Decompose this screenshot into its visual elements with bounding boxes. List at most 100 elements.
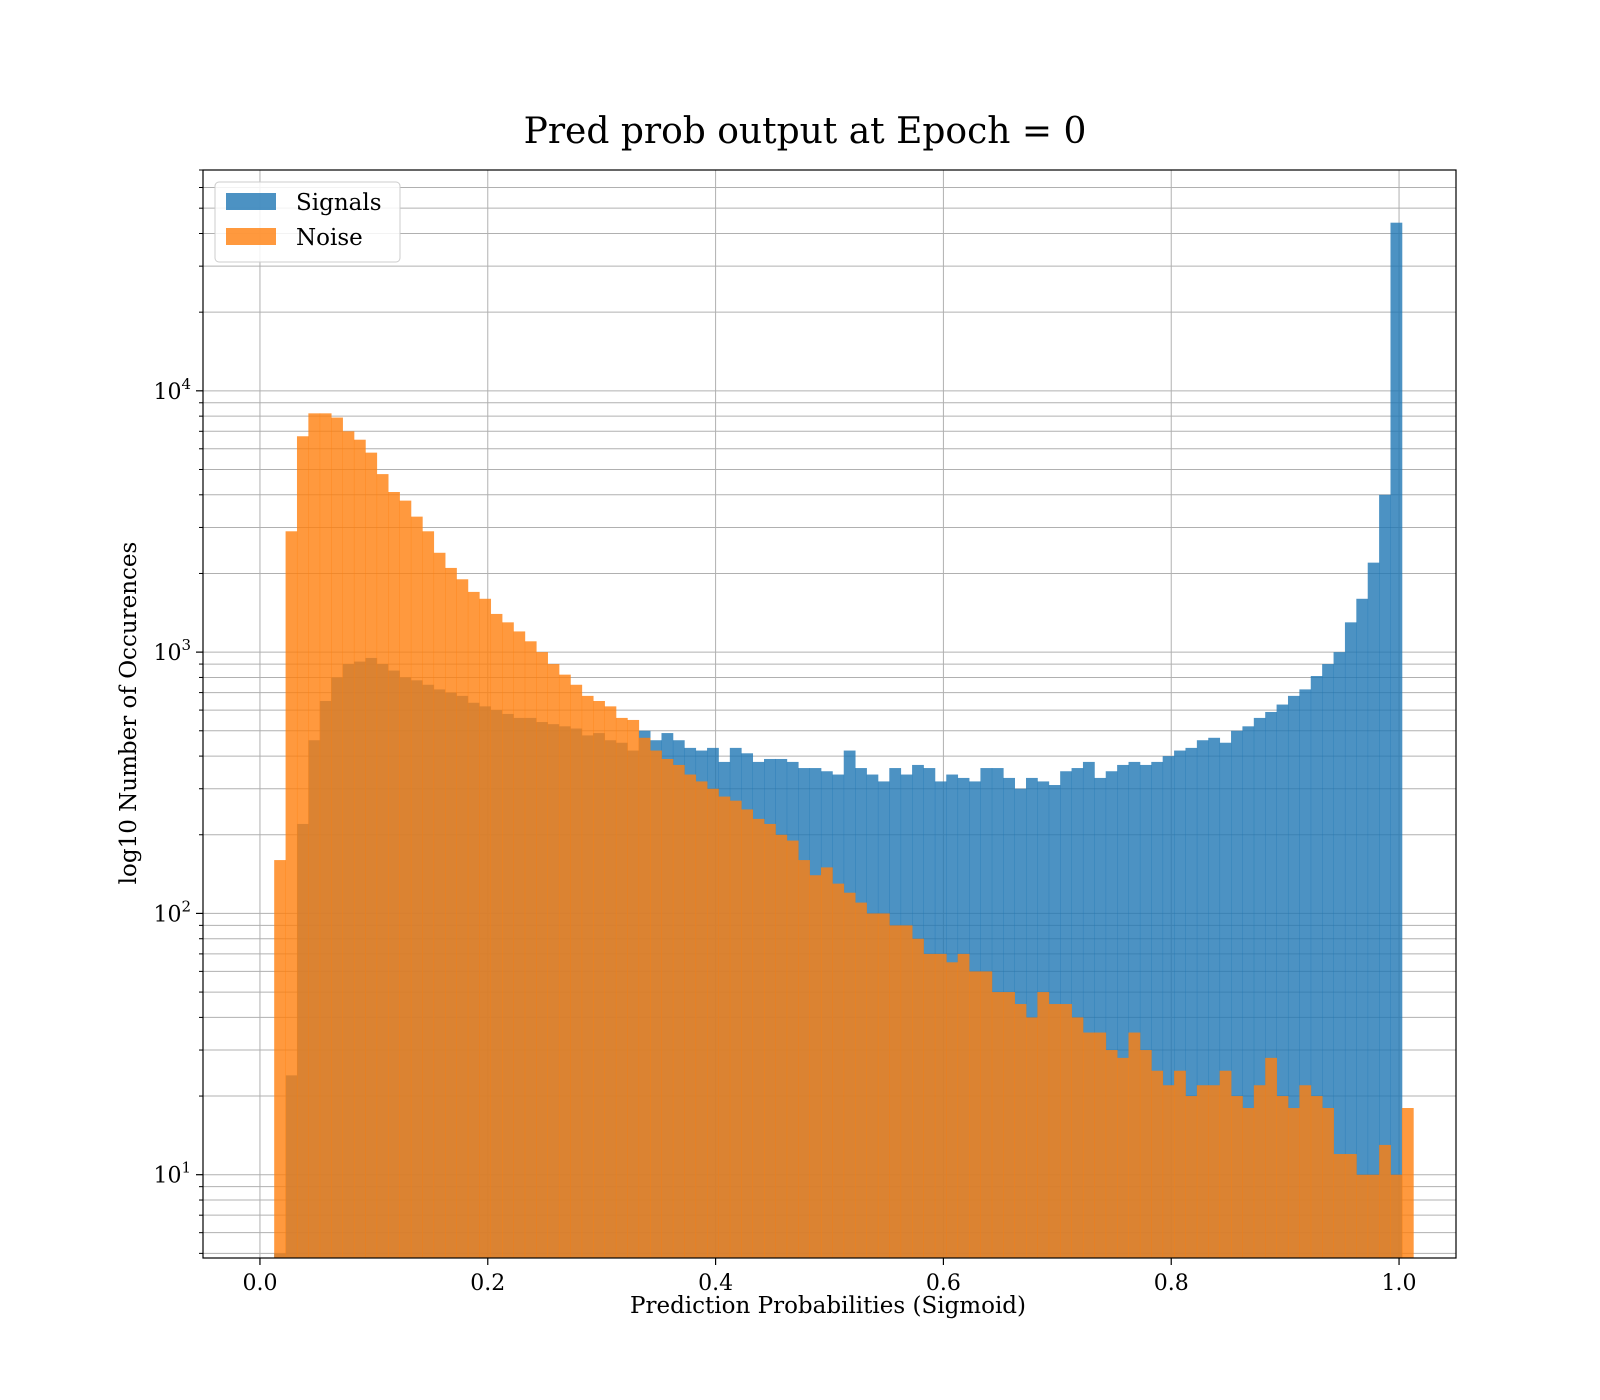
bar-noise [399, 500, 412, 1259]
bar-noise [1310, 1096, 1323, 1258]
x-tick-label: 0.4 [698, 1271, 733, 1296]
y-tick-label: 104 [153, 375, 191, 405]
bar-noise [912, 938, 924, 1258]
bar-noise [479, 598, 492, 1258]
bar-noise [798, 860, 810, 1258]
bar-noise [1390, 1174, 1403, 1258]
x-tick-label: 0.8 [1154, 1271, 1189, 1296]
bar-noise [1265, 1057, 1277, 1258]
bar-noise [1139, 1050, 1152, 1258]
bar-noise [1082, 1032, 1095, 1258]
bar-noise [900, 925, 913, 1258]
legend-label-noise: Noise [296, 225, 363, 251]
chart-title: Pred prob output at Epoch = 0 [524, 111, 1087, 152]
bar-noise [570, 684, 583, 1258]
bar-noise [1014, 1004, 1027, 1258]
bar-noise [1196, 1085, 1209, 1258]
bar-noise [1276, 1096, 1289, 1258]
bar-signals [1287, 695, 1300, 1258]
bar-noise [524, 641, 537, 1258]
bar-noise [1151, 1070, 1164, 1258]
bar-noise [1060, 1004, 1072, 1258]
bar-noise [672, 764, 685, 1258]
bar-noise [889, 925, 902, 1258]
bar-noise [1185, 1096, 1198, 1258]
bar-noise [923, 953, 936, 1258]
bar-noise [274, 860, 286, 1258]
bar-noise [661, 758, 674, 1258]
bars-layer [274, 222, 1414, 1259]
bar-noise [513, 631, 526, 1258]
bar-noise [319, 413, 332, 1258]
bar-signals [1219, 742, 1232, 1258]
bar-noise [593, 701, 605, 1258]
bar-noise [707, 788, 719, 1258]
bar-signals [1139, 764, 1152, 1258]
bar-noise [388, 491, 400, 1258]
bar-noise [536, 652, 548, 1258]
bar-noise [1071, 1017, 1084, 1258]
x-tick-label: 0.0 [242, 1271, 277, 1296]
bar-signals [1185, 747, 1198, 1258]
bar-noise [353, 439, 366, 1258]
bar-noise [547, 664, 560, 1258]
bar-noise [433, 552, 446, 1258]
bar-noise [1379, 1144, 1391, 1258]
bar-signals [1196, 740, 1209, 1258]
bar-noise [365, 452, 378, 1258]
bar-noise [490, 613, 503, 1258]
bar-signals [1117, 764, 1129, 1258]
series-noise [274, 413, 1414, 1259]
y-tick-label: 103 [153, 636, 191, 666]
bar-noise [331, 417, 343, 1258]
bar-noise [855, 902, 867, 1258]
bar-noise [1117, 1057, 1129, 1258]
legend-label-signals: Signals [296, 190, 382, 216]
bar-noise [775, 834, 788, 1258]
bar-noise [832, 883, 845, 1258]
bar-signals [1071, 768, 1084, 1258]
bar-noise [615, 717, 628, 1258]
bar-signals [1344, 622, 1357, 1258]
bar-noise [1174, 1070, 1186, 1258]
bar-noise [684, 774, 697, 1258]
bar-noise [718, 796, 731, 1258]
bar-noise [650, 750, 662, 1258]
axes-layer: 0.0 0.2 0.4 0.6 0.8 1.0 101 102 103 104 [153, 169, 1457, 1296]
bar-noise [946, 962, 959, 1258]
bar-noise [1048, 1004, 1061, 1258]
bar-noise [638, 737, 651, 1258]
y-tick-label: 101 [153, 1159, 191, 1189]
bar-signals [1208, 737, 1221, 1258]
bar-noise [627, 719, 640, 1258]
bar-signals [1231, 730, 1243, 1258]
bar-signals [1128, 761, 1141, 1258]
bar-noise [877, 913, 890, 1258]
bar-signals [1174, 750, 1186, 1258]
y-tick-label: 102 [153, 897, 191, 927]
bar-noise [1025, 1017, 1038, 1258]
bar-signals [1299, 689, 1312, 1258]
bar-noise [1356, 1174, 1369, 1258]
bar-noise [1401, 1108, 1414, 1258]
bar-noise [1253, 1085, 1266, 1258]
bar-noise [1128, 1032, 1141, 1258]
bar-noise [296, 436, 309, 1258]
bar-noise [843, 892, 856, 1258]
bar-signals [1322, 664, 1334, 1258]
bar-signals [1379, 494, 1391, 1258]
bar-noise [1231, 1096, 1243, 1258]
x-tick-label: 0.6 [926, 1271, 961, 1296]
bar-noise [809, 875, 822, 1258]
bar-noise [502, 622, 514, 1258]
legend-swatch-signals [226, 193, 276, 210]
bar-noise [342, 431, 355, 1258]
bar-signals [1105, 771, 1118, 1258]
bar-noise [581, 695, 594, 1258]
bar-signals [1367, 562, 1380, 1258]
bar-signals [1265, 711, 1277, 1258]
bar-noise [1219, 1070, 1232, 1258]
bar-noise [1003, 992, 1016, 1258]
bar-signals [1253, 717, 1266, 1258]
